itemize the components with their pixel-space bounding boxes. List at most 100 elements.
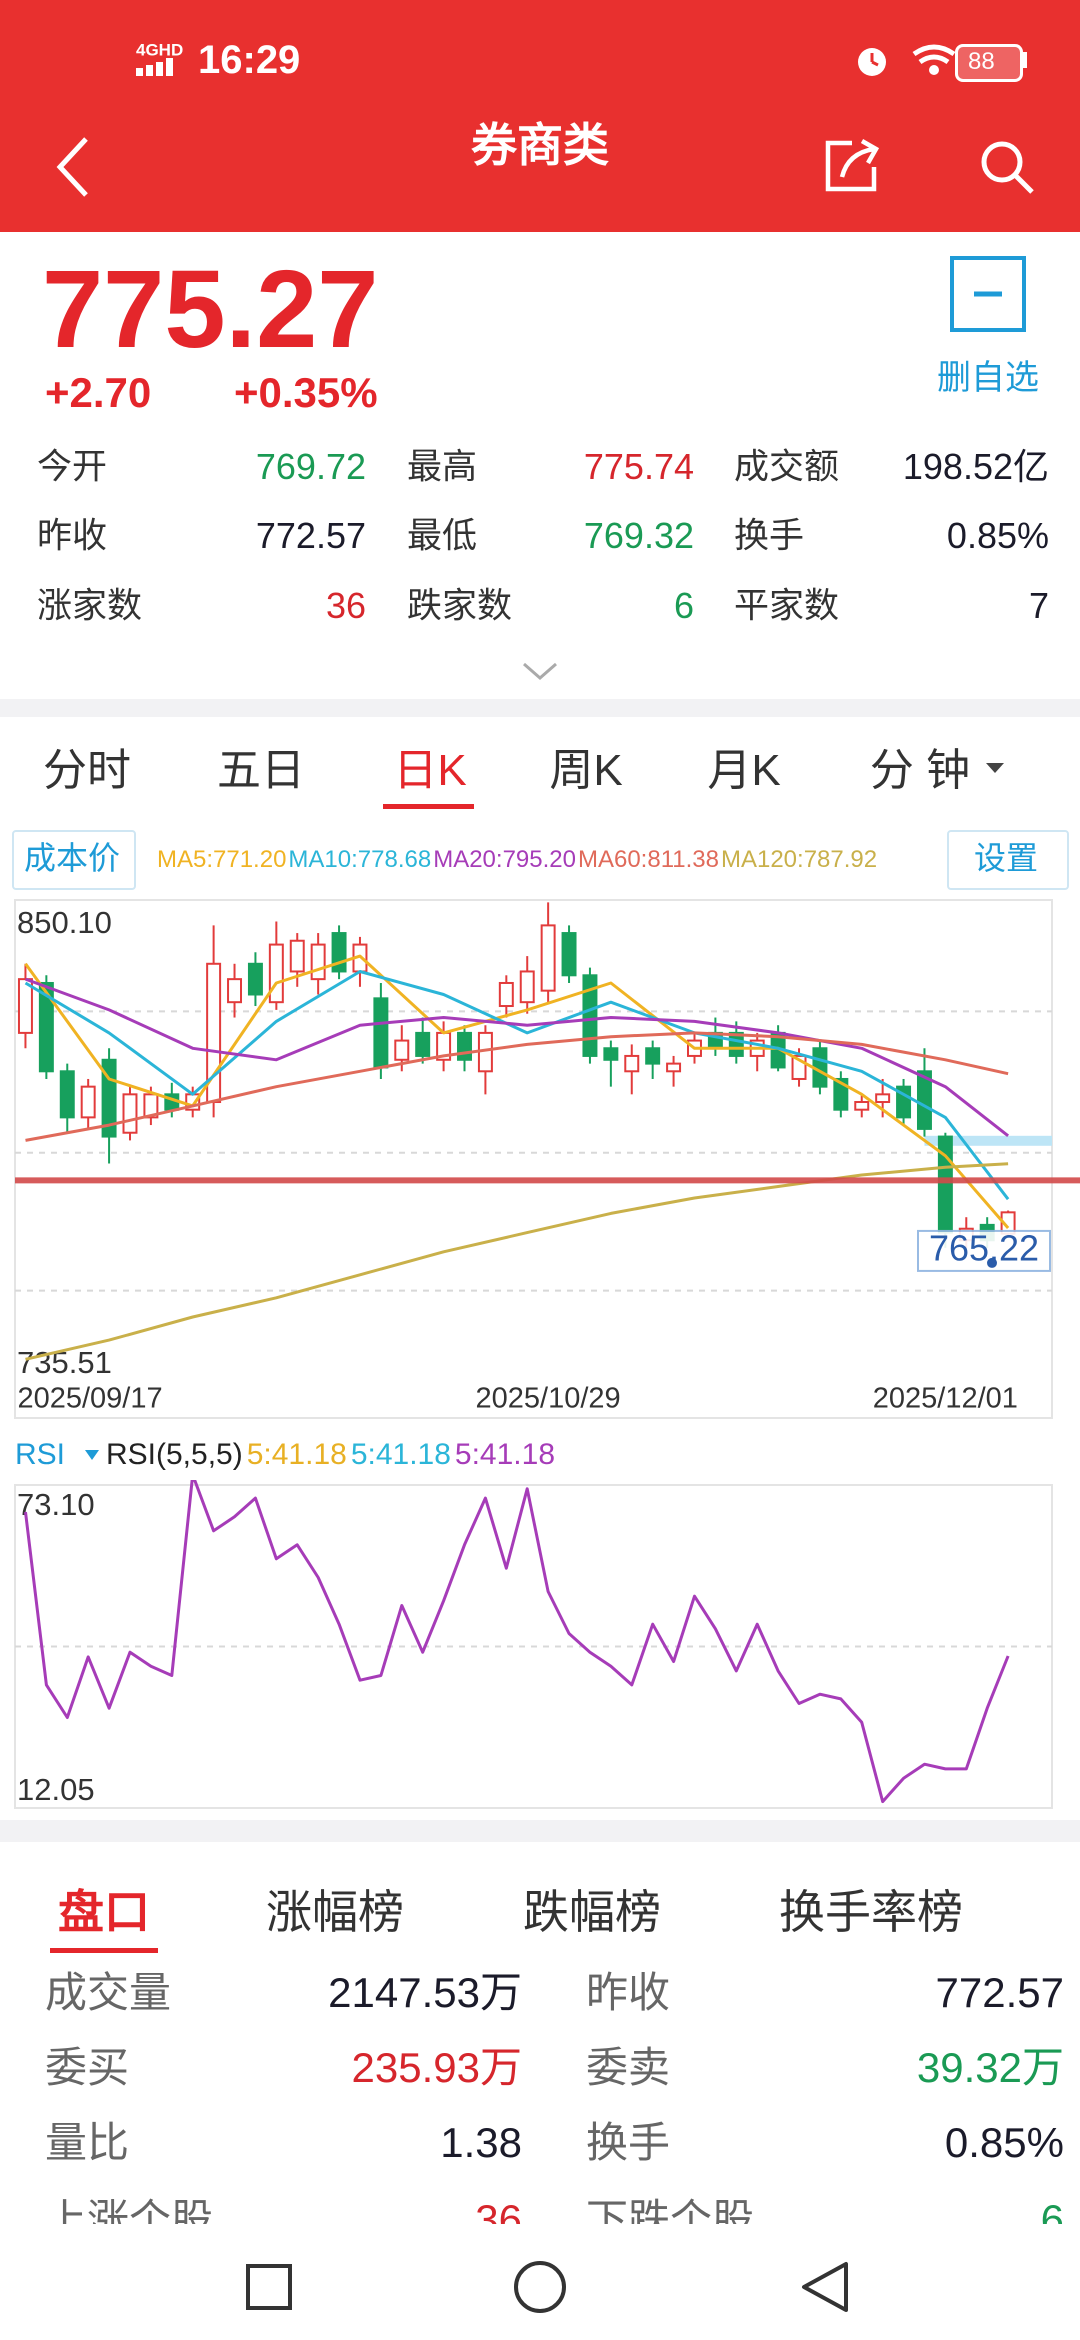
chart-tab[interactable]: 周K (549, 746, 623, 795)
table-label: 昨收 (586, 1969, 671, 2016)
recent-apps-button[interactable] (246, 2264, 292, 2310)
chart-tab[interactable]: 日K (393, 746, 467, 795)
candle-body (833, 1077, 849, 1111)
stat-value: 6 (673, 585, 694, 626)
candle-body (916, 1070, 932, 1130)
chart-tab[interactable]: 五日 (217, 746, 305, 795)
candle-body (498, 981, 514, 1008)
ma-legend-item: MA20:795.20 (433, 846, 576, 873)
bottom-tab[interactable]: 换手率榜 (779, 1886, 963, 1938)
stat-label: 今开 (37, 447, 108, 487)
table-label: 委买 (45, 2044, 130, 2091)
table-value: 1.38 (440, 2119, 522, 2166)
candle-body (373, 997, 389, 1069)
status-icons (858, 44, 956, 76)
remove-watchlist-label[interactable]: 删自选 (937, 359, 1039, 397)
settings-button[interactable]: 设置 (973, 840, 1039, 876)
candle-body (645, 1047, 661, 1065)
stat-value: 198.52亿 (902, 446, 1049, 487)
settings-button-frame[interactable] (947, 830, 1069, 890)
price-marker-label: 765.22 (929, 1227, 1039, 1268)
table-label: 成交量 (45, 1969, 172, 2016)
stat-label: 平家数 (734, 586, 840, 626)
network-label: 4GHD (136, 40, 184, 60)
candle-body (896, 1085, 912, 1119)
divider (0, 699, 1080, 717)
top-bar (0, 0, 1080, 232)
series-line (25, 1031, 1009, 1142)
indicator-dropdown-icon[interactable] (84, 1448, 100, 1462)
bottom-tab[interactable]: 涨幅榜 (266, 1886, 404, 1938)
ma-legend-item: MA5:771.20 (157, 846, 287, 873)
stat-label: 涨家数 (37, 586, 143, 626)
table-value: 2147.53万 (328, 1969, 522, 2016)
candle-body (415, 1031, 431, 1057)
bottom-tab[interactable]: 盘口 (58, 1886, 150, 1938)
candle-body (80, 1085, 96, 1119)
cost-button[interactable]: 成本价 (23, 840, 121, 876)
chart-tab[interactable]: 月K (707, 746, 781, 795)
bottom-tab[interactable]: 跌幅榜 (523, 1886, 661, 1938)
stat-label: 昨收 (37, 516, 108, 556)
table-value: 0.85% (944, 2119, 1064, 2166)
table-value: 235.93万 (351, 2044, 522, 2091)
stat-value: 36 (325, 585, 366, 626)
ma-legend-item: MA60:811.38 (577, 846, 719, 873)
indicator-name[interactable]: RSI (15, 1438, 66, 1471)
navigation-bar (0, 2224, 1080, 2340)
x-tick-label: 2025/10/29 (476, 1383, 621, 1415)
price-change-pct: +0.35% (234, 369, 378, 416)
series-line (24, 977, 1010, 1137)
candle-body (666, 1062, 682, 1073)
stat-label: 最低 (407, 516, 478, 556)
y-tick-label: 12.05 (17, 1772, 95, 1807)
stat-label: 成交额 (734, 447, 840, 487)
cost-button-frame[interactable] (12, 830, 136, 890)
candle-body (289, 939, 305, 973)
share-button[interactable] (822, 135, 882, 195)
expand-chevron[interactable] (520, 660, 560, 684)
table-label: 换手 (586, 2119, 671, 2166)
candle-body (17, 978, 33, 1034)
back-button[interactable] (52, 135, 102, 199)
stat-value: 769.72 (255, 446, 366, 487)
chart-tab[interactable]: 分时 (43, 746, 131, 795)
battery-tip (1022, 52, 1027, 68)
candle-body (457, 1031, 472, 1061)
candle-body (561, 932, 577, 977)
candle-body (143, 1093, 159, 1119)
ma-legend-item: MA10:778.68 (288, 846, 432, 873)
chart-tab[interactable]: 分 钟 (869, 746, 971, 795)
stat-value: 772.57 (255, 515, 366, 556)
minute-dropdown-icon[interactable] (984, 760, 1006, 776)
series-line (25, 1162, 1009, 1361)
ma-legend: MA5:771.20 MA10:778.68 MA20:795.20 MA60:811… (157, 848, 877, 872)
candle-body (624, 1054, 640, 1073)
divider (0, 1820, 1080, 1842)
home-button[interactable] (514, 2261, 566, 2313)
remove-watchlist-button[interactable] (950, 256, 1026, 332)
highlight-band (924, 1135, 1052, 1146)
candle-body (268, 943, 284, 1004)
candle-body (875, 1093, 891, 1104)
candle-body (540, 924, 556, 992)
y-tick-label: 850.10 (17, 905, 112, 940)
price-marker-dot (987, 1257, 997, 1268)
candle-body (854, 1101, 870, 1111)
back-nav-button[interactable] (802, 2262, 848, 2312)
table-value: 772.57 (935, 1969, 1064, 2016)
indicator-legend: RSI(5,5,5) 5:41.18 5:41.18 5:41.18 (106, 1440, 555, 1470)
search-button[interactable] (978, 138, 1038, 198)
indicator-legend-item: 5:41.18 (454, 1438, 555, 1471)
indicator-legend-item: 5:41.18 (350, 1438, 451, 1471)
table-label: 量比 (45, 2119, 130, 2166)
candle-body (603, 1047, 619, 1061)
series-line (24, 1480, 1010, 1804)
price-marker-box (917, 1229, 1051, 1272)
candle-body (582, 974, 598, 1057)
candle-body (38, 981, 54, 1073)
ma-legend-item: MA120:787.92 (720, 846, 878, 873)
signal-icon (136, 58, 173, 76)
active-tab-underline (383, 804, 474, 809)
